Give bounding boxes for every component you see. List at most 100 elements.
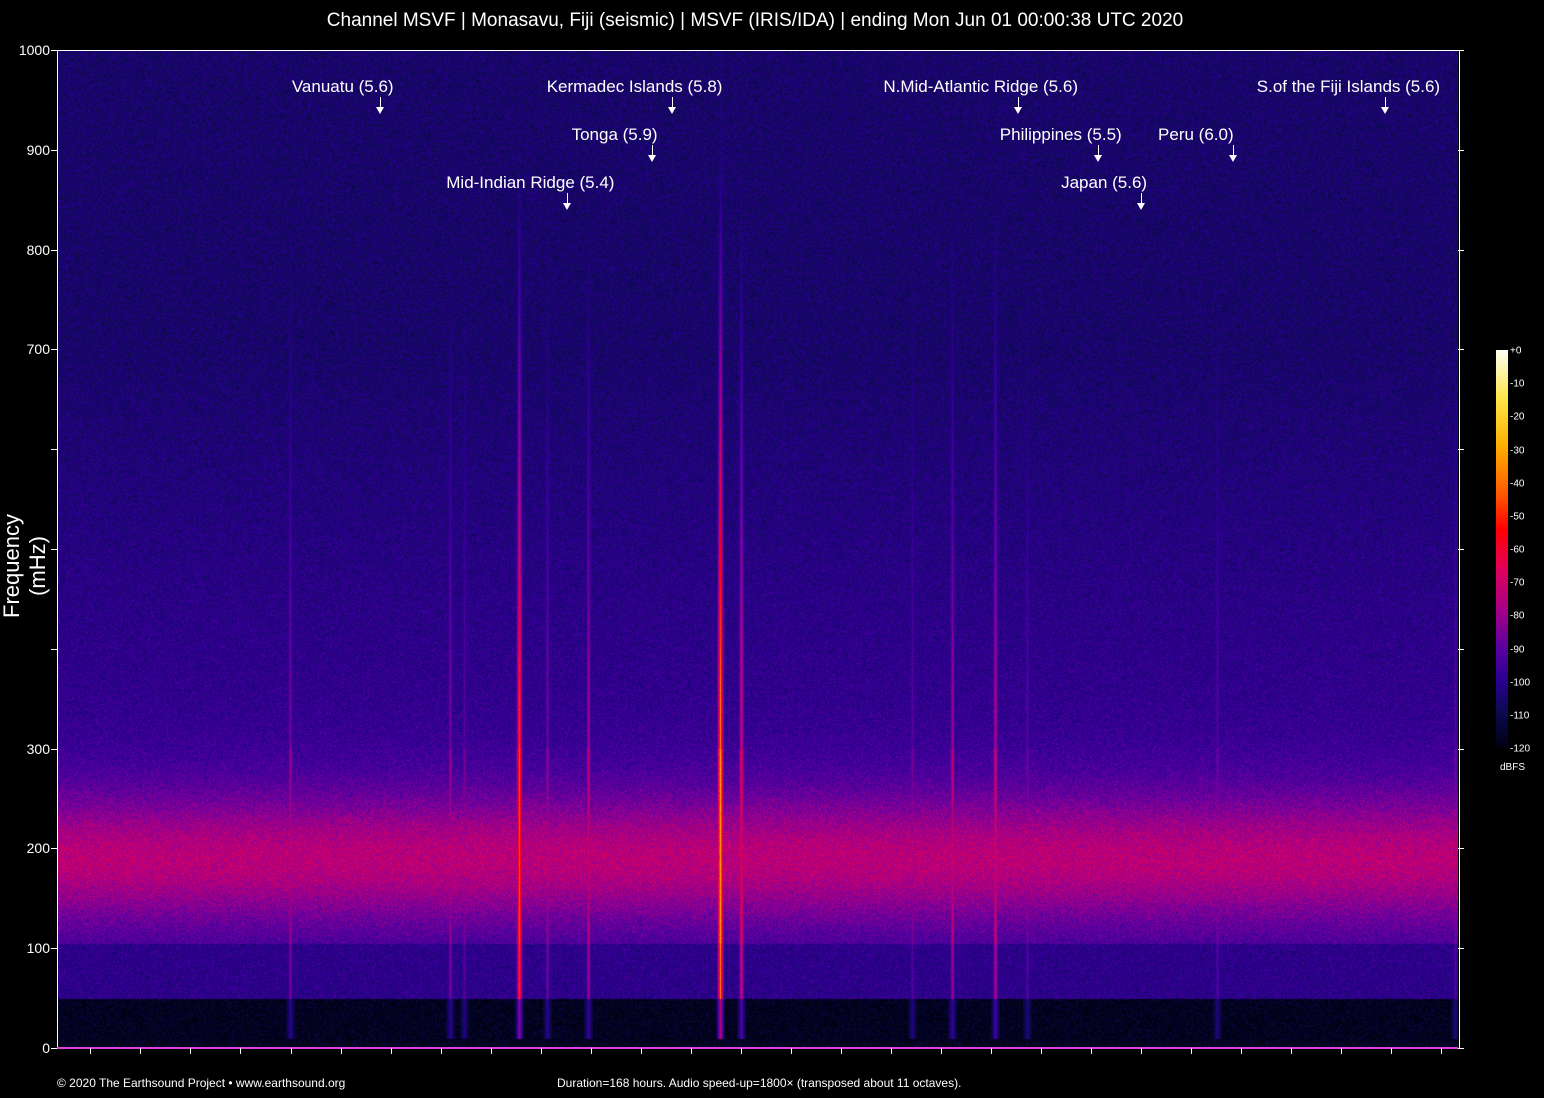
x-tick — [540, 1048, 542, 1054]
colorbar-tick-label: -80 — [1510, 610, 1525, 622]
y-tick — [51, 648, 57, 650]
x-tick — [90, 1048, 92, 1054]
arrow-down-icon — [1093, 155, 1102, 162]
colorbar-tick-label: -10 — [1510, 378, 1525, 390]
colorbar — [1496, 350, 1508, 748]
colorbar-tick-label: -120 — [1510, 743, 1531, 755]
x-tick — [140, 1048, 142, 1054]
x-tick — [490, 1048, 492, 1054]
y-tick-label: 0 — [42, 1040, 50, 1056]
y-tick — [51, 50, 57, 51]
y-tick — [51, 249, 57, 251]
arrow-down-icon — [1381, 107, 1390, 114]
colorbar-tick-label: -40 — [1510, 478, 1525, 490]
colorbar-tick-label: -90 — [1510, 644, 1525, 655]
colorbar-tick-label: -110 — [1510, 710, 1530, 722]
arrow-down-icon — [1137, 203, 1146, 210]
arrow-down-icon — [647, 155, 656, 162]
x-tick — [1041, 1048, 1043, 1054]
x-tick — [340, 1048, 342, 1054]
event-arrow — [1017, 97, 1019, 109]
y-tick — [51, 349, 57, 351]
event-label: S.of the Fiji Islands (5.6) — [1256, 77, 1441, 96]
colorbar-tick-label: -30 — [1510, 445, 1525, 456]
y-tick — [51, 948, 57, 950]
x-tick — [940, 1048, 942, 1054]
x-tick — [1291, 1048, 1293, 1054]
y-tick-label: 1000 — [18, 42, 50, 58]
plot-frame — [57, 50, 1460, 1049]
x-tick — [240, 1048, 242, 1054]
x-tick — [1091, 1048, 1093, 1054]
event-arrow — [567, 193, 569, 205]
event-label: Kermadec Islands (5.8) — [546, 77, 723, 96]
x-tick — [1441, 1048, 1443, 1054]
x-tick — [1141, 1048, 1143, 1054]
arrow-down-icon — [375, 107, 384, 114]
y-tick — [1458, 249, 1464, 251]
y-tick — [1458, 149, 1464, 151]
y-tick — [51, 149, 57, 151]
y-tick-label: 700 — [26, 341, 50, 358]
arrow-down-icon — [1228, 155, 1237, 162]
colorbar-tick-label: +0 — [1510, 345, 1522, 357]
event-arrow — [1141, 193, 1143, 205]
event-label: Peru (6.0) — [1158, 125, 1234, 144]
event-label: Japan (5.6) — [1061, 173, 1148, 192]
chart-title: Channel MSVF | Monasavu, Fiji (seismic) … — [326, 10, 1184, 31]
x-tick — [991, 1048, 992, 1054]
x-tick — [890, 1048, 892, 1054]
y-tick — [1458, 648, 1464, 650]
x-tick — [290, 1048, 292, 1054]
x-tick — [390, 1048, 392, 1054]
x-tick — [190, 1048, 192, 1054]
y-tick — [51, 549, 57, 550]
colorbar-tick-label: -20 — [1510, 411, 1525, 423]
colorbar-tick-label: -60 — [1510, 544, 1525, 556]
colorbar-tick-label: -100 — [1510, 677, 1531, 689]
y-tick — [1458, 948, 1464, 950]
event-label: Vanuatu (5.6) — [291, 77, 394, 96]
event-arrow — [651, 145, 653, 157]
event-arrow — [1385, 97, 1387, 109]
spectrogram — [57, 50, 1458, 1048]
x-tick — [740, 1048, 742, 1054]
y-tick — [1458, 349, 1464, 351]
colorbar-tick-label: -70 — [1510, 577, 1525, 589]
colorbar-label: dBFS — [1500, 762, 1526, 773]
event-label: N.Mid-Atlantic Ridge (5.6) — [883, 77, 1078, 96]
x-tick — [840, 1048, 842, 1054]
event-label: Tonga (5.9) — [571, 125, 658, 144]
y-tick — [1458, 50, 1464, 51]
y-tick — [51, 449, 57, 451]
y-tick-label: 900 — [26, 141, 50, 158]
y-tick-label: 200 — [26, 840, 50, 857]
y-tick-label: 800 — [26, 241, 50, 258]
arrow-down-icon — [563, 203, 572, 210]
x-tick — [440, 1048, 442, 1054]
x-tick — [1191, 1048, 1193, 1054]
y-tick — [1458, 848, 1464, 850]
y-tick-label: 300 — [26, 740, 50, 757]
x-tick — [590, 1048, 592, 1054]
x-tick — [690, 1048, 692, 1054]
event-arrow — [1097, 145, 1099, 157]
x-tick — [790, 1048, 792, 1054]
y-tick — [1458, 449, 1464, 451]
y-tick — [1458, 549, 1464, 550]
copyright-text: © 2020 The Earthsound Project • www.eart… — [57, 1076, 346, 1090]
event-arrow — [379, 97, 381, 109]
baseline — [57, 1047, 1458, 1049]
event-arrow — [1232, 145, 1234, 157]
y-axis-label: Frequency (mHz) — [0, 514, 50, 618]
x-tick — [1241, 1048, 1243, 1054]
x-tick — [1391, 1048, 1393, 1054]
x-tick — [1341, 1048, 1343, 1054]
arrow-down-icon — [1013, 107, 1022, 114]
arrow-down-icon — [667, 107, 676, 114]
y-tick — [51, 1048, 57, 1049]
x-tick — [640, 1048, 642, 1054]
event-arrow — [671, 97, 673, 109]
y-tick — [51, 848, 57, 850]
y-tick-label: 100 — [26, 940, 50, 957]
